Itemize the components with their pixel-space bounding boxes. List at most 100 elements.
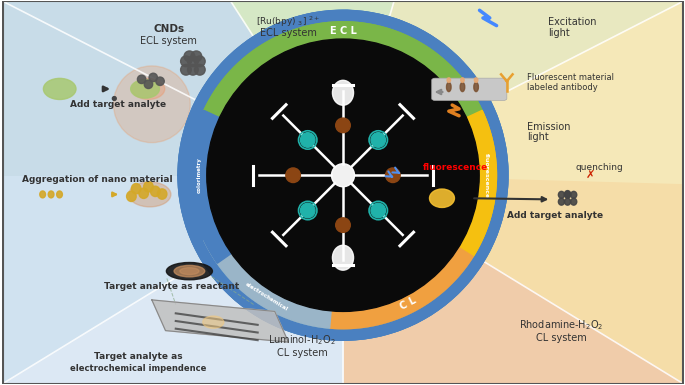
Polygon shape bbox=[1, 175, 343, 384]
Text: Rhodamine-H$_2$O$_2$: Rhodamine-H$_2$O$_2$ bbox=[519, 318, 603, 332]
Polygon shape bbox=[204, 22, 482, 118]
Ellipse shape bbox=[57, 191, 62, 198]
Ellipse shape bbox=[429, 189, 454, 208]
Ellipse shape bbox=[558, 191, 564, 198]
Polygon shape bbox=[152, 300, 288, 342]
Ellipse shape bbox=[447, 78, 451, 82]
Ellipse shape bbox=[447, 82, 451, 92]
Text: Target analyte as reactant: Target analyte as reactant bbox=[104, 282, 239, 291]
Text: ECL system: ECL system bbox=[260, 28, 317, 38]
Ellipse shape bbox=[332, 80, 353, 105]
Ellipse shape bbox=[132, 184, 141, 194]
Ellipse shape bbox=[149, 73, 158, 82]
Text: labeled antibody: labeled antibody bbox=[527, 82, 598, 92]
Ellipse shape bbox=[181, 56, 191, 67]
Ellipse shape bbox=[114, 66, 190, 142]
Ellipse shape bbox=[191, 51, 201, 62]
Text: Aggregation of nano material: Aggregation of nano material bbox=[22, 174, 173, 184]
Polygon shape bbox=[190, 110, 232, 263]
Ellipse shape bbox=[43, 79, 76, 99]
Ellipse shape bbox=[386, 168, 400, 182]
Text: quenching: quenching bbox=[575, 163, 623, 172]
Ellipse shape bbox=[158, 189, 167, 199]
Ellipse shape bbox=[564, 191, 571, 198]
FancyBboxPatch shape bbox=[432, 78, 507, 100]
Text: Excitation: Excitation bbox=[548, 17, 596, 27]
Ellipse shape bbox=[174, 265, 205, 277]
Text: fluorescence: fluorescence bbox=[423, 163, 488, 172]
Ellipse shape bbox=[336, 218, 350, 233]
Ellipse shape bbox=[195, 56, 206, 67]
Text: CNDs: CNDs bbox=[153, 25, 184, 35]
Ellipse shape bbox=[132, 79, 165, 99]
Ellipse shape bbox=[558, 198, 564, 205]
Polygon shape bbox=[1, 1, 343, 175]
Polygon shape bbox=[178, 10, 508, 340]
Text: ✗: ✗ bbox=[586, 170, 595, 180]
Polygon shape bbox=[230, 1, 394, 175]
Text: Fluorescent material: Fluorescent material bbox=[527, 73, 614, 82]
Polygon shape bbox=[458, 110, 497, 256]
Ellipse shape bbox=[129, 182, 171, 207]
Ellipse shape bbox=[188, 56, 198, 67]
Ellipse shape bbox=[178, 10, 508, 340]
Polygon shape bbox=[329, 248, 473, 329]
Ellipse shape bbox=[131, 80, 160, 98]
Polygon shape bbox=[343, 1, 684, 185]
Polygon shape bbox=[204, 233, 473, 329]
Text: fluorescence: fluorescence bbox=[484, 152, 489, 198]
Ellipse shape bbox=[203, 316, 224, 328]
Text: [Ru(bpy) $_{3}$] $^{2+}$: [Ru(bpy) $_{3}$] $^{2+}$ bbox=[256, 15, 321, 29]
Text: Add target analyte: Add target analyte bbox=[506, 211, 603, 220]
Ellipse shape bbox=[144, 182, 153, 192]
Ellipse shape bbox=[286, 168, 301, 182]
Polygon shape bbox=[204, 233, 331, 328]
Ellipse shape bbox=[112, 97, 116, 100]
Polygon shape bbox=[343, 175, 684, 384]
Polygon shape bbox=[343, 1, 684, 175]
Ellipse shape bbox=[48, 191, 54, 198]
Ellipse shape bbox=[138, 75, 146, 84]
Text: CL system: CL system bbox=[277, 348, 327, 358]
Ellipse shape bbox=[332, 245, 353, 270]
Polygon shape bbox=[329, 248, 473, 329]
Text: electrochemical: electrochemical bbox=[245, 282, 289, 313]
Ellipse shape bbox=[460, 82, 464, 92]
Ellipse shape bbox=[474, 82, 478, 92]
Ellipse shape bbox=[188, 64, 198, 75]
Ellipse shape bbox=[40, 191, 45, 198]
Text: Target analyte as: Target analyte as bbox=[94, 352, 182, 361]
Text: C L: C L bbox=[399, 295, 418, 312]
Ellipse shape bbox=[181, 64, 191, 75]
Ellipse shape bbox=[184, 51, 195, 62]
Text: CL system: CL system bbox=[536, 333, 587, 343]
Polygon shape bbox=[204, 22, 482, 118]
Polygon shape bbox=[458, 110, 497, 256]
Ellipse shape bbox=[301, 133, 315, 147]
Ellipse shape bbox=[151, 186, 160, 196]
Polygon shape bbox=[1, 175, 343, 384]
Polygon shape bbox=[204, 233, 331, 328]
Text: Emission: Emission bbox=[527, 122, 571, 132]
Polygon shape bbox=[1, 1, 343, 175]
Ellipse shape bbox=[127, 191, 136, 201]
Text: Add target analyte: Add target analyte bbox=[70, 100, 166, 109]
Ellipse shape bbox=[155, 77, 164, 85]
Ellipse shape bbox=[166, 263, 212, 280]
Ellipse shape bbox=[371, 203, 386, 218]
Ellipse shape bbox=[336, 118, 350, 133]
Ellipse shape bbox=[139, 188, 149, 198]
Ellipse shape bbox=[332, 164, 355, 187]
Ellipse shape bbox=[178, 10, 508, 340]
Ellipse shape bbox=[571, 198, 577, 205]
Text: Luminol-H$_2$O$_2$: Luminol-H$_2$O$_2$ bbox=[269, 333, 336, 347]
Ellipse shape bbox=[475, 78, 478, 82]
Ellipse shape bbox=[145, 80, 153, 89]
Ellipse shape bbox=[371, 133, 386, 147]
Polygon shape bbox=[190, 110, 220, 240]
Ellipse shape bbox=[195, 64, 206, 75]
Ellipse shape bbox=[564, 198, 571, 205]
Text: E C L: E C L bbox=[329, 27, 356, 37]
Ellipse shape bbox=[564, 191, 571, 198]
Ellipse shape bbox=[301, 203, 315, 218]
